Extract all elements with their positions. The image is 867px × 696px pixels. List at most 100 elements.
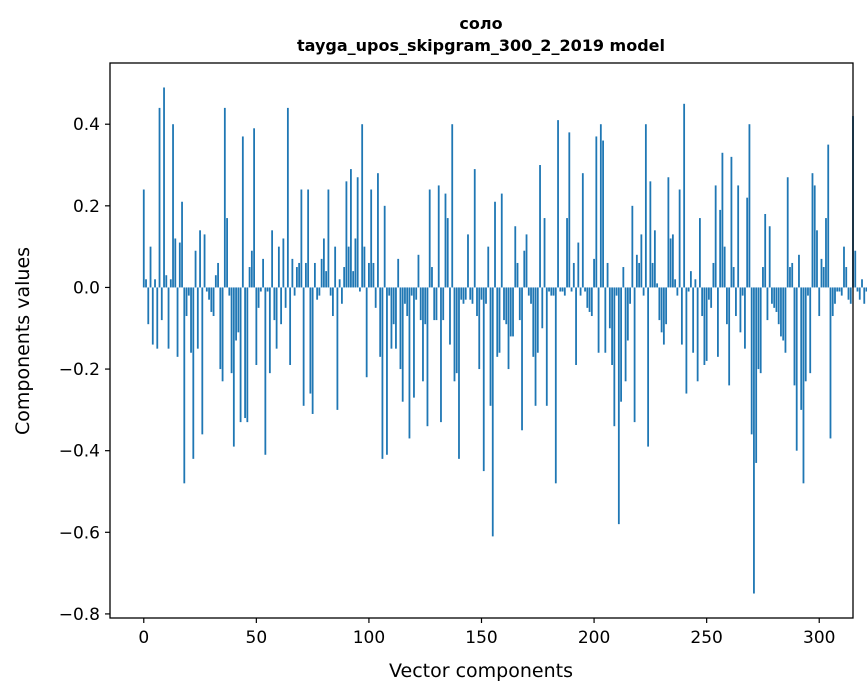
bar-62 (282, 238, 285, 288)
bar-43 (239, 287, 242, 423)
bar-217 (631, 205, 634, 288)
bar-7 (158, 107, 161, 288)
bar-18 (183, 287, 186, 484)
bar-15 (176, 287, 179, 357)
bar-175 (536, 287, 539, 353)
bar-61 (280, 287, 283, 325)
bar-225 (649, 181, 652, 288)
bar-221 (640, 234, 643, 288)
bar-253 (712, 262, 715, 288)
bar-124 (422, 287, 424, 382)
bar-170 (525, 234, 528, 288)
bar-69 (298, 262, 301, 288)
bar-305 (829, 287, 832, 439)
bar-284 (782, 287, 785, 341)
bar-139 (455, 287, 458, 374)
bar-169 (523, 250, 526, 288)
bar-254 (714, 185, 717, 288)
bar-31 (212, 287, 215, 317)
bar-121 (415, 287, 418, 300)
bar-4 (151, 287, 154, 345)
bar-246 (696, 287, 699, 382)
bar-265 (739, 287, 742, 333)
bar-117 (406, 287, 409, 317)
bar-309 (838, 287, 841, 292)
bar-295 (807, 287, 809, 296)
bar-304 (827, 144, 830, 288)
bar-198 (588, 287, 591, 312)
bar-149 (478, 287, 481, 370)
bar-134 (444, 193, 447, 288)
x-tick-label-0: 0 (138, 628, 149, 648)
y-tick-label-6: 0.4 (73, 115, 100, 135)
bar-252 (710, 287, 713, 308)
bar-182 (552, 287, 555, 296)
bar-152 (485, 287, 487, 304)
bar-21 (190, 287, 192, 353)
bar-297 (811, 173, 814, 288)
bar-74 (309, 287, 312, 394)
bar-310 (840, 287, 843, 296)
bar-279 (771, 287, 773, 304)
bar-222 (642, 287, 645, 296)
bar-189 (568, 132, 571, 288)
bar-35 (221, 287, 224, 382)
bar-29 (208, 287, 210, 300)
bar-75 (311, 287, 314, 414)
bar-64 (286, 107, 289, 288)
bar-10 (165, 275, 168, 288)
bar-317 (856, 287, 859, 292)
bar-319 (861, 279, 863, 288)
x-tick-label-6: 300 (803, 628, 835, 648)
bar-180 (548, 287, 550, 292)
bar-32 (214, 275, 217, 288)
bar-47 (248, 267, 251, 288)
bar-241 (685, 287, 688, 394)
bar-266 (741, 287, 744, 296)
bar-97 (361, 124, 364, 288)
bar-94 (354, 238, 357, 288)
bar-195 (581, 173, 584, 288)
bar-1 (145, 279, 147, 288)
bar-71 (302, 287, 305, 406)
bar-84 (332, 287, 334, 317)
bar-137 (451, 124, 454, 288)
bar-143 (464, 287, 467, 300)
bar-33 (217, 262, 219, 288)
bar-111 (392, 287, 395, 325)
x-axis-label: Vector components (389, 660, 573, 682)
bar-160 (503, 287, 505, 321)
bar-296 (809, 287, 812, 374)
bar-116 (404, 287, 406, 304)
bar-258 (723, 246, 726, 288)
bar-135 (446, 218, 449, 288)
bar-106 (381, 287, 384, 459)
bar-125 (424, 287, 427, 325)
bar-300 (818, 287, 821, 317)
bar-131 (437, 185, 440, 288)
y-tick-label-4: 0.0 (73, 278, 100, 298)
bar-40 (232, 287, 235, 447)
bar-191 (572, 262, 575, 288)
bar-178 (543, 218, 546, 288)
bar-220 (638, 262, 641, 288)
bar-211 (617, 287, 620, 525)
bar-207 (608, 287, 611, 329)
bar-226 (651, 262, 654, 288)
bar-148 (476, 287, 478, 317)
bar-185 (559, 287, 562, 292)
bar-272 (755, 287, 758, 463)
bar-212 (620, 287, 622, 402)
bar-136 (449, 287, 451, 345)
bar-267 (744, 287, 746, 349)
bar-238 (678, 189, 681, 288)
bar-130 (435, 287, 438, 321)
bar-314 (849, 287, 852, 304)
bar-271 (753, 287, 755, 594)
bar-162 (507, 287, 510, 370)
bar-268 (746, 197, 749, 288)
bar-133 (442, 287, 445, 321)
bar-44 (241, 136, 244, 288)
bar-216 (629, 287, 631, 304)
bar-194 (579, 287, 582, 296)
